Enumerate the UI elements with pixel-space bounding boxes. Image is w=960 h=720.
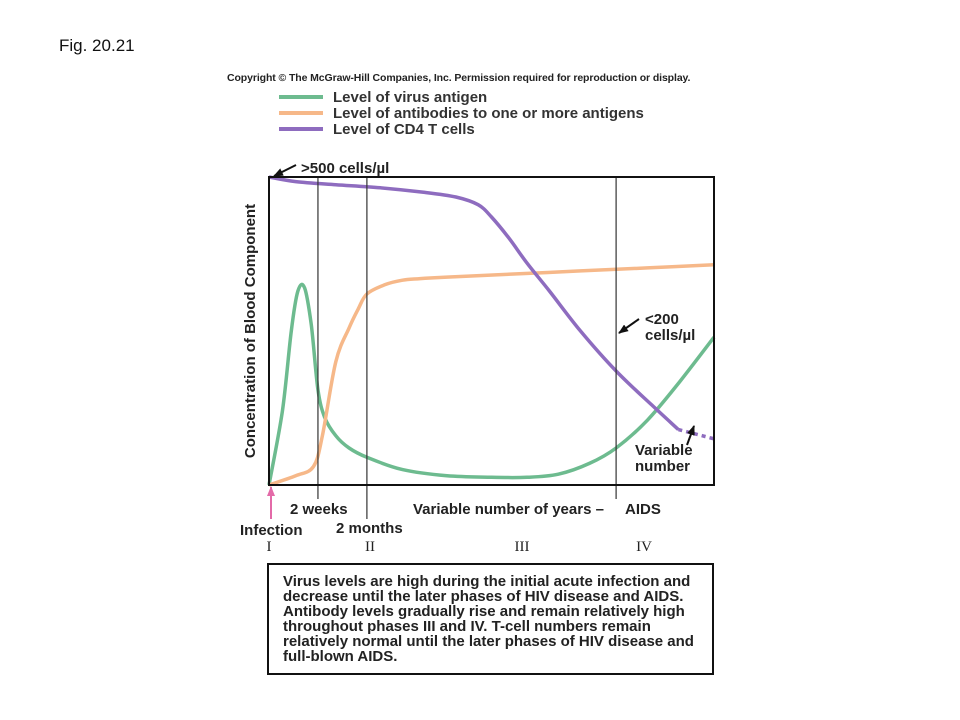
x-label-2-months: 2 months <box>336 520 403 537</box>
antibodies-line <box>268 263 715 487</box>
cd4-start-annotation: >500 cells/µl <box>301 160 389 177</box>
legend-swatch-antibodies <box>279 111 323 115</box>
cd4-low-annotation: <200 cells/µl <box>645 311 695 344</box>
legend-swatch-virus <box>279 95 323 99</box>
legend-item-antibodies: Level of antibodies to one or more antig… <box>279 104 644 122</box>
legend-label-virus: Level of virus antigen <box>333 88 488 106</box>
legend-label-cd4: Level of CD4 T cells <box>333 120 475 138</box>
x-label-aids: AIDS <box>625 501 661 518</box>
cd4-t-cells-line <box>268 175 680 431</box>
phase-label-1: I <box>267 539 272 555</box>
y-axis-label: Concentration of Blood Component <box>242 204 259 458</box>
legend-swatch-cd4 <box>279 127 323 131</box>
legend-item-virus: Level of virus antigen <box>279 88 644 106</box>
chart-legend: Level of virus antigen Level of antibodi… <box>279 88 644 138</box>
infection-label: Infection <box>240 522 303 539</box>
cd4-low-arrow <box>618 318 640 334</box>
cd4-start-arrow <box>273 164 297 177</box>
phase-label-4: IV <box>636 539 652 555</box>
cd4-t-cells-dashed-line <box>677 427 715 441</box>
phase-label-2: II <box>365 539 375 555</box>
phase-label-3: III <box>515 539 530 555</box>
figure-label: Fig. 20.21 <box>59 36 135 55</box>
variable-annotation: Variable number <box>635 442 693 475</box>
copyright-notice: Copyright © The McGraw-Hill Companies, I… <box>227 72 691 84</box>
x-label-2-weeks: 2 weeks <box>290 501 348 518</box>
variable-arrow <box>686 425 695 446</box>
legend-item-cd4: Level of CD4 T cells <box>279 120 644 138</box>
series-layer <box>267 175 716 487</box>
plot-frame <box>268 176 715 486</box>
legend-label-antibodies: Level of antibodies to one or more antig… <box>333 104 644 122</box>
figure-caption: Virus levels are high during the initial… <box>267 563 714 675</box>
phase-lines <box>317 177 617 519</box>
virus-antigen-line <box>267 282 716 486</box>
x-label-years: Variable number of years – <box>413 501 604 518</box>
